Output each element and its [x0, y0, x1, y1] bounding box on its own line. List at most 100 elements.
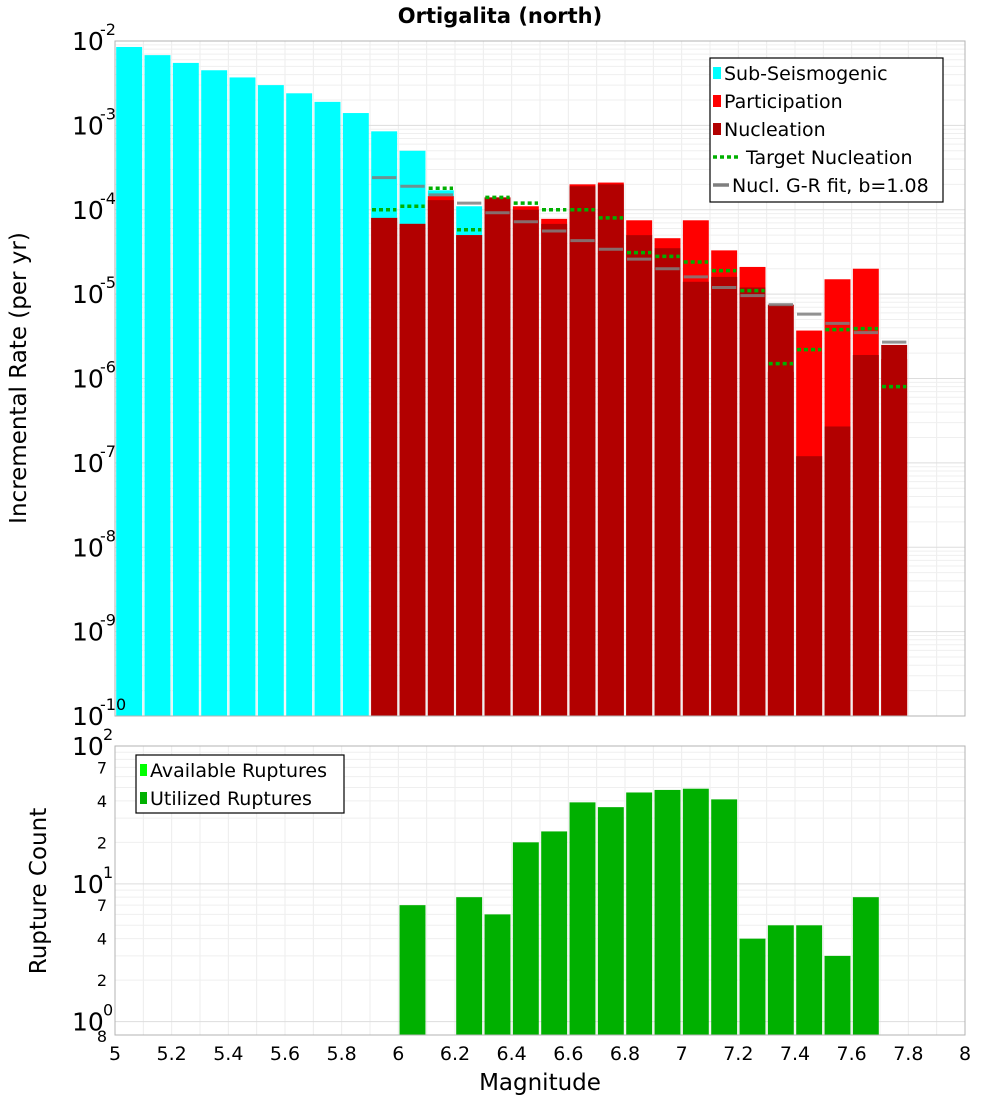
nucleation-bar: [711, 276, 738, 716]
x-tick-label: 7.2: [723, 1043, 753, 1065]
top-legend: Sub-Seismogenic Participation Nucleation…: [709, 57, 944, 203]
x-tick-label: 7.4: [780, 1043, 810, 1065]
bottom-y-tick-label: 10 1: [72, 863, 113, 899]
x-tick-label: 6.6: [553, 1043, 583, 1065]
top-y-tick-label: 10-6: [72, 358, 116, 394]
sub-seismogenic-bar: [342, 113, 369, 716]
legend-label-available-ruptures: Available Ruptures: [150, 760, 327, 782]
bottom-y-axis-label: Rupture Count: [26, 808, 52, 974]
top-y-tick-base: 10: [72, 111, 104, 140]
legend-swatch-nucleation: [713, 123, 721, 135]
utilized-ruptures-bar: [626, 792, 653, 1035]
bottom-y-tick-exponent: 2: [103, 725, 113, 744]
top-legend-box: [709, 57, 944, 203]
bottom-y-minor-tick-label: 7: [97, 758, 107, 777]
bottom-plot-frame: [114, 745, 966, 1036]
sub-seismogenic-bar: [229, 77, 256, 716]
top-y-tick-label: 10-2: [72, 20, 116, 56]
top-y-tick-label: 10-10: [72, 695, 126, 731]
nucleation-bar: [456, 235, 483, 716]
bottom-y-tick-label: 10 2: [72, 725, 113, 761]
top-y-tick-label: 10-4: [72, 189, 116, 225]
bottom-y-minor-tick-label: 2: [97, 833, 107, 852]
top-y-tick-label: 10-5: [72, 273, 116, 309]
bottom-legend: Available Ruptures Utilized Ruptures: [135, 754, 345, 814]
sub-seismogenic-bar: [172, 62, 199, 716]
bottom-y-tick-label: 10 0: [72, 1001, 113, 1037]
x-tick-label: 7.6: [837, 1043, 867, 1065]
bottom-y-tick-base: 10: [72, 732, 104, 761]
nucleation-bar: [767, 304, 794, 716]
top-panel-lines: [372, 176, 907, 389]
top-y-tick-base: 10: [72, 196, 104, 225]
x-tick-label: 5.2: [157, 1043, 187, 1065]
chart-title: Ortigalita (north): [398, 4, 602, 28]
x-tick-label: 6.4: [497, 1043, 527, 1065]
top-y-tick-base: 10: [72, 618, 104, 647]
bottom-panel-bars: [399, 788, 879, 1035]
nucleation-bar: [484, 197, 511, 717]
top-y-axis-ticks: 10-210-310-410-510-610-710-810-910-10: [72, 20, 126, 731]
legend-swatch-participation: [713, 95, 721, 107]
bottom-legend-box: [135, 754, 345, 814]
legend-swatch-utilized-ruptures: [140, 792, 147, 804]
legend-label-nucleation: Nucleation: [724, 119, 826, 141]
nucleation-bar: [399, 223, 426, 716]
nucleation-bar: [881, 344, 908, 716]
legend-label-participation: Participation: [724, 91, 843, 113]
bottom-y-minor-tick-label: 2: [97, 971, 107, 990]
top-y-tick-base: 10: [72, 449, 104, 478]
bottom-y-tick-base: 10: [72, 870, 104, 899]
top-y-tick-exponent: -3: [100, 104, 116, 123]
top-y-axis-label: Incremental Rate (per yr): [6, 232, 32, 524]
x-tick-label: 6: [392, 1043, 404, 1065]
utilized-ruptures-bar: [541, 831, 568, 1035]
top-plot-frame: [114, 40, 966, 717]
legend-label-utilized-ruptures: Utilized Ruptures: [150, 788, 312, 810]
bottom-y-minor-tick-label: 7: [97, 896, 107, 915]
sub-seismogenic-bar: [314, 101, 341, 716]
sub-seismogenic-bar: [257, 85, 284, 716]
bottom-y-tick-exponent: 1: [103, 863, 113, 882]
utilized-ruptures-bar: [399, 905, 426, 1035]
nucleation-bar: [824, 426, 851, 716]
utilized-ruptures-bar: [824, 955, 851, 1035]
sub-seismogenic-bar: [201, 70, 228, 716]
nucleation-bar: [541, 223, 568, 716]
top-y-tick-base: 10: [72, 702, 104, 731]
top-y-tick-exponent: -8: [100, 526, 116, 545]
x-tick-label: 7.8: [893, 1043, 923, 1065]
x-tick-label: 7: [676, 1043, 688, 1065]
utilized-ruptures-bar: [739, 938, 766, 1035]
utilized-ruptures-bar: [767, 925, 794, 1035]
top-y-tick-exponent: -10: [100, 695, 126, 714]
utilized-ruptures-bar: [484, 914, 511, 1035]
x-tick-label: 5.4: [213, 1043, 243, 1065]
top-y-tick-label: 10-8: [72, 526, 116, 562]
top-y-tick-label: 10-3: [72, 104, 116, 140]
utilized-ruptures-bar: [796, 925, 823, 1035]
nucleation-bar: [796, 456, 823, 716]
nucleation-bar: [371, 217, 398, 716]
top-y-tick-exponent: -6: [100, 358, 116, 377]
top-y-tick-exponent: -7: [100, 442, 116, 461]
bottom-y-tick-exponent: 0: [103, 1001, 113, 1020]
x-tick-label: 6.2: [440, 1043, 470, 1065]
nucleation-bar: [597, 184, 624, 717]
top-y-tick-label: 10-9: [72, 611, 116, 647]
legend-swatch-available-ruptures: [140, 764, 147, 776]
utilized-ruptures-bar: [512, 842, 539, 1035]
x-axis-ticks: 5 5.2 5.4 5.6 5.8 6 6.2 6.4 6.6 6.8 7 7.2 7.4 7.6 7.8 8: [109, 1043, 971, 1065]
top-y-tick-base: 10: [72, 533, 104, 562]
bottom-y-minor-tick-label: 4: [97, 930, 107, 949]
sub-seismogenic-bar: [144, 55, 171, 716]
legend-label-gr-fit: Nucl. G-R fit, b=1.08: [732, 175, 929, 197]
x-tick-label: 8: [959, 1043, 971, 1065]
top-y-tick-base: 10: [72, 365, 104, 394]
nucleation-bar: [654, 248, 681, 717]
x-tick-label: 5.8: [327, 1043, 357, 1065]
bottom-y-tick-base: 10: [72, 1008, 104, 1037]
top-y-tick-base: 10: [72, 280, 104, 309]
